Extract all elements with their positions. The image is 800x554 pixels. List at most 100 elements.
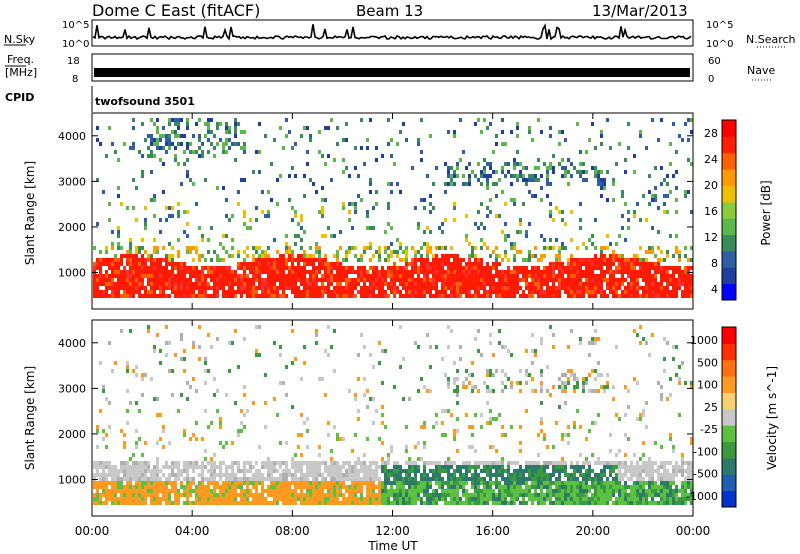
heatmap-cell xyxy=(321,198,324,202)
heatmap-cell xyxy=(291,457,294,461)
heatmap-cell xyxy=(327,154,330,158)
heatmap-cell xyxy=(285,278,288,282)
heatmap-cell xyxy=(267,290,270,294)
heatmap-cell xyxy=(642,481,645,485)
heatmap-cell xyxy=(507,294,510,298)
heatmap-cell xyxy=(378,493,381,497)
heatmap-cell xyxy=(459,158,462,162)
heatmap-cell xyxy=(348,218,351,222)
heatmap-cell xyxy=(156,469,159,473)
heatmap-cell xyxy=(576,266,579,270)
heatmap-cell xyxy=(423,461,426,465)
heatmap-cell xyxy=(492,473,495,477)
heatmap-cell xyxy=(168,369,171,373)
heatmap-cell xyxy=(453,461,456,465)
heatmap-cell xyxy=(675,286,678,290)
heatmap-cell xyxy=(426,461,429,465)
heatmap-cell xyxy=(102,437,105,441)
heatmap-cell xyxy=(609,473,612,477)
heatmap-cell xyxy=(243,461,246,465)
heatmap-cell xyxy=(192,290,195,294)
heatmap-cell xyxy=(582,178,585,182)
heatmap-cell xyxy=(219,485,222,489)
heatmap-cell xyxy=(597,489,600,493)
heatmap-cell xyxy=(210,501,213,505)
heatmap-cell xyxy=(162,246,165,250)
heatmap-cell xyxy=(186,290,189,294)
heatmap-cell xyxy=(315,294,318,298)
heatmap-cell xyxy=(615,270,618,274)
heatmap-cell xyxy=(501,286,504,290)
heatmap-cell xyxy=(504,162,507,166)
heatmap-cell xyxy=(414,262,417,266)
heatmap-cell xyxy=(162,162,165,166)
heatmap-cell xyxy=(405,274,408,278)
heatmap-cell xyxy=(474,174,477,178)
heatmap-cell xyxy=(504,250,507,254)
heatmap-cell xyxy=(669,234,672,238)
heatmap-cell xyxy=(102,294,105,298)
heatmap-cell xyxy=(591,166,594,170)
heatmap-cell xyxy=(582,465,585,469)
heatmap-cell xyxy=(507,377,510,381)
heatmap-cell xyxy=(369,290,372,294)
heatmap-cell xyxy=(417,266,420,270)
heatmap-cell xyxy=(312,182,315,186)
heatmap-cell xyxy=(432,489,435,493)
heatmap-cell xyxy=(414,489,417,493)
heatmap-cell xyxy=(111,270,114,274)
heatmap-cell xyxy=(606,258,609,262)
heatmap-cell xyxy=(660,182,663,186)
heatmap-cell xyxy=(297,258,300,262)
heatmap-cell xyxy=(597,266,600,270)
heatmap-cell xyxy=(342,138,345,142)
heatmap-cell xyxy=(600,294,603,298)
heatmap-cell xyxy=(135,246,138,250)
heatmap-cell xyxy=(489,274,492,278)
heatmap-cell xyxy=(99,274,102,278)
heatmap-cell xyxy=(465,497,468,501)
heatmap-cell xyxy=(405,270,408,274)
heatmap-cell xyxy=(126,485,129,489)
heatmap-cell xyxy=(381,469,384,473)
heatmap-cell xyxy=(336,270,339,274)
heatmap-cell xyxy=(381,294,384,298)
heatmap-cell xyxy=(201,150,204,154)
heatmap-cell xyxy=(600,182,603,186)
heatmap-cell xyxy=(111,369,114,373)
heatmap-cell xyxy=(489,373,492,377)
heatmap-cell xyxy=(480,282,483,286)
heatmap-cell xyxy=(411,282,414,286)
heatmap-cell xyxy=(219,493,222,497)
heatmap-cell xyxy=(108,341,111,345)
heatmap-cell xyxy=(210,473,213,477)
heatmap-cell xyxy=(636,469,639,473)
heatmap-cell xyxy=(360,258,363,262)
heatmap-cell xyxy=(108,274,111,278)
heatmap-cell xyxy=(639,134,642,138)
heatmap-cell xyxy=(585,457,588,461)
heatmap-cell xyxy=(366,405,369,409)
heatmap-cell xyxy=(195,389,198,393)
heatmap-cell xyxy=(633,266,636,270)
heatmap-cell xyxy=(525,230,528,234)
heatmap-cell xyxy=(369,190,372,194)
heatmap-cell xyxy=(267,461,270,465)
heatmap-cell xyxy=(675,198,678,202)
heatmap-cell xyxy=(117,158,120,162)
heatmap-cell xyxy=(351,226,354,230)
heatmap-cell xyxy=(177,282,180,286)
heatmap-cell xyxy=(411,477,414,481)
heatmap-cell xyxy=(690,258,693,262)
heatmap-cell xyxy=(255,294,258,298)
heatmap-cell xyxy=(648,286,651,290)
heatmap-cell xyxy=(213,393,216,397)
heatmap-cell xyxy=(138,262,141,266)
heatmap-cell xyxy=(252,282,255,286)
heatmap-cell xyxy=(138,409,141,413)
heatmap-cell xyxy=(165,278,168,282)
heatmap-cell xyxy=(351,278,354,282)
heatmap-cell xyxy=(114,473,117,477)
heatmap-cell xyxy=(456,254,459,258)
heatmap-cell xyxy=(300,433,303,437)
